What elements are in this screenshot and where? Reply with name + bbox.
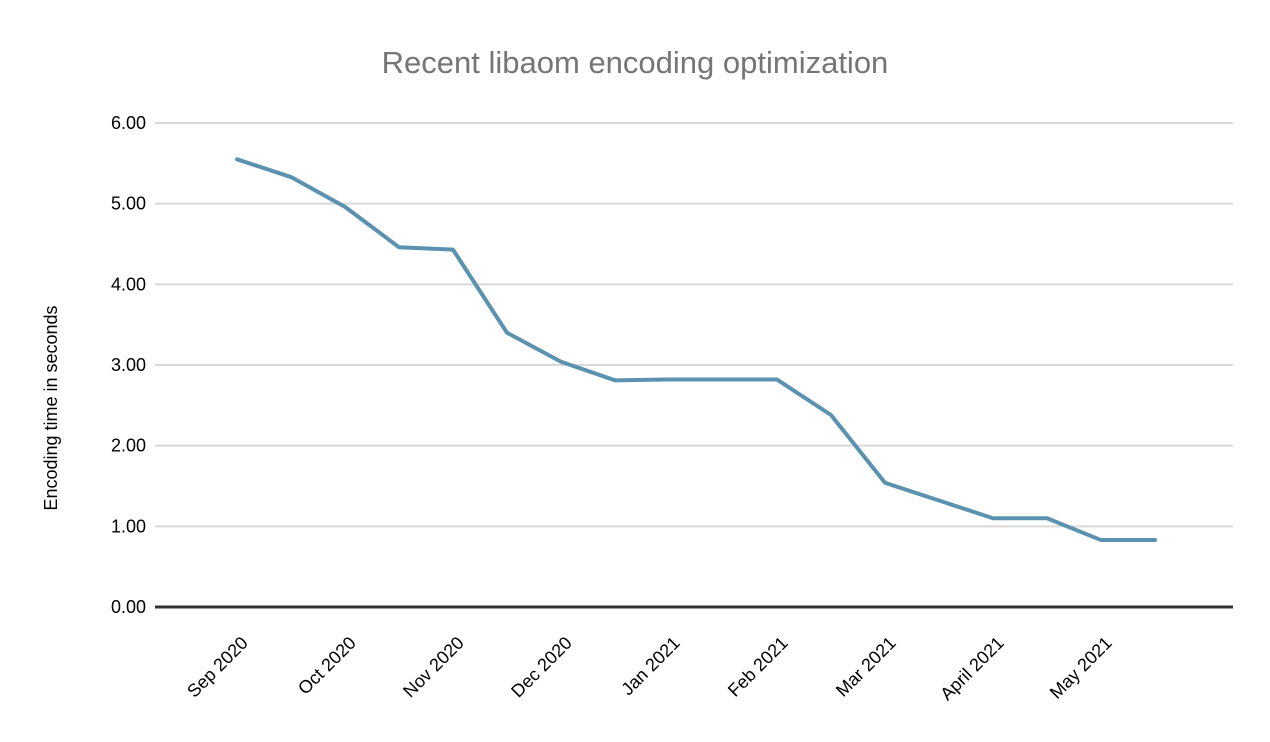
- y-tick-label: 3.00: [111, 355, 146, 375]
- y-tick-label: 6.00: [111, 113, 146, 133]
- x-tick-label: Oct 2020: [294, 633, 360, 699]
- x-axis-tick-labels: Sep 2020 Oct 2020 Nov 2020 Dec 2020 Jan 2021…: [183, 633, 1116, 704]
- y-tick-label: 0.00: [111, 597, 146, 617]
- x-tick-label: Jan 2021: [617, 633, 684, 700]
- x-tick-label: April 2021: [936, 633, 1007, 704]
- x-tick-label: May 2021: [1046, 633, 1116, 703]
- y-tick-label: 2.00: [111, 436, 146, 456]
- chart-title: Recent libaom encoding optimization: [382, 45, 889, 80]
- gridlines: [155, 122, 1233, 528]
- x-tick-label: Nov 2020: [399, 633, 468, 702]
- series-line: [235, 157, 1157, 543]
- y-tick-label: 5.00: [111, 194, 146, 214]
- x-tick-label: Sep 2020: [183, 633, 252, 702]
- x-tick-label: Mar 2021: [832, 633, 900, 701]
- y-axis-title: Encoding time in seconds: [41, 305, 61, 510]
- y-tick-label: 4.00: [111, 274, 146, 294]
- y-tick-label: 1.00: [111, 516, 146, 536]
- x-tick-label: Dec 2020: [507, 633, 576, 702]
- y-axis-tick-labels: 0.00 1.00 2.00 3.00 4.00 5.00 6.00: [111, 113, 146, 617]
- x-tick-label: Feb 2021: [724, 633, 792, 701]
